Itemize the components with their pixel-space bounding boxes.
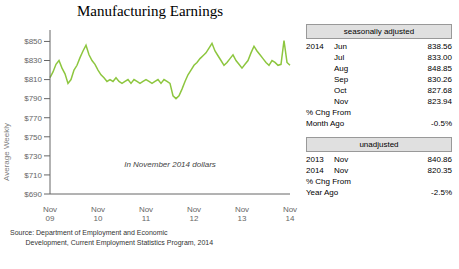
html-text:823.94: 823.94 [427, 97, 452, 106]
html-text:2014: 2014 [306, 166, 324, 175]
html-text:Aug: Aug [334, 64, 349, 73]
html-text:2013: 2013 [306, 155, 324, 164]
html-text:Nov: Nov [334, 166, 349, 175]
html-text:Manufacturing Earnings: Manufacturing Earnings [76, 3, 224, 19]
svg-text:Nov12: Nov12 [187, 205, 201, 222]
html-text:Sep: Sep [334, 75, 349, 84]
html-text:Nov: Nov [334, 97, 349, 106]
html-text:833.00: 833.00 [427, 53, 452, 62]
html-text:2014: 2014 [306, 42, 324, 51]
html-text:Oct: Oct [334, 86, 347, 95]
html-text:-2.5%: -2.5% [431, 188, 452, 197]
html-text:unadjusted: unadjusted [359, 140, 399, 149]
html-text:% Chg From: % Chg From [306, 177, 351, 186]
svg-text:$750: $750 [24, 133, 42, 142]
html-text:In November 2014 dollars: In November 2014 dollars [124, 160, 216, 169]
svg-text:$710: $710 [24, 171, 42, 180]
html-text:Month Ago: Month Ago [306, 119, 345, 128]
html-text:Source: Department of Employme: Source: Department of Employment and Eco… [10, 229, 214, 246]
html-text:Jun: Jun [334, 42, 347, 51]
svg-text:$730: $730 [24, 152, 42, 161]
svg-text:$810: $810 [24, 75, 42, 84]
html-text:-0.5%: -0.5% [431, 119, 452, 128]
svg-text:$830: $830 [24, 56, 42, 65]
html-text:848.85: 848.85 [427, 64, 452, 73]
html-text:Nov: Nov [334, 155, 349, 164]
html-text:% Chg From: % Chg From [306, 108, 351, 117]
html-text:838.56: 838.56 [427, 42, 452, 51]
svg-text:$850: $850 [24, 37, 42, 46]
html-text:Year Ago: Year Ago [306, 188, 339, 197]
svg-text:Nov11: Nov11 [139, 205, 153, 222]
svg-text:Nov09: Nov09 [43, 205, 57, 222]
svg-text:$790: $790 [24, 94, 42, 103]
svg-text:Nov10: Nov10 [91, 205, 105, 222]
svg-text:Average Weekly: Average Weekly [8, 123, 11, 181]
svg-text:$770: $770 [24, 114, 42, 123]
html-text:820.35: 820.35 [427, 166, 452, 175]
html-text:840.86: 840.86 [427, 155, 452, 164]
html-text:830.26: 830.26 [427, 75, 452, 84]
html-text:seasonally adjusted: seasonally adjusted [343, 27, 415, 36]
svg-text:$690: $690 [24, 190, 42, 199]
svg-text:Nov14: Nov14 [283, 205, 297, 222]
svg-text:Nov13: Nov13 [235, 205, 249, 222]
html-text:827.68: 827.68 [427, 86, 452, 95]
html-text:Jul: Jul [334, 53, 345, 62]
